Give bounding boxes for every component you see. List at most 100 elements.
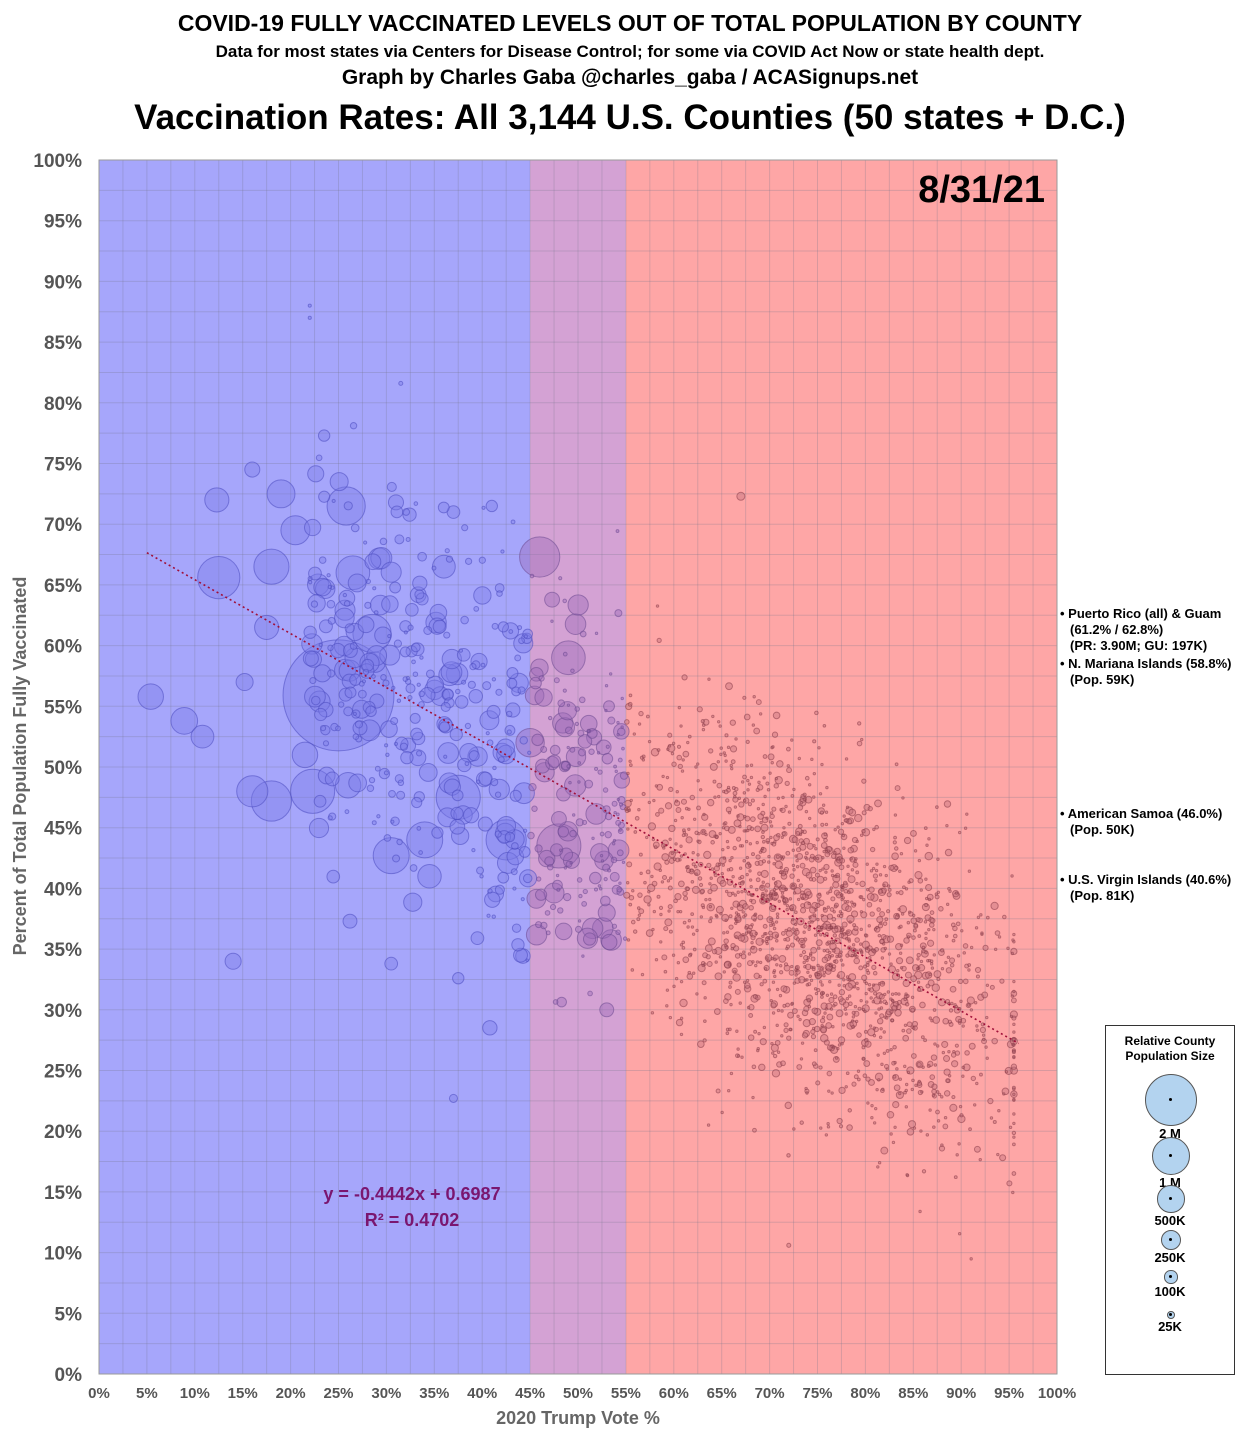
county-bubble [712, 779, 717, 784]
county-bubble [765, 882, 771, 888]
county-bubble [1011, 1190, 1015, 1195]
y-tick-label: 55% [44, 697, 82, 718]
county-bubble [794, 854, 798, 858]
county-bubble [452, 972, 465, 985]
county-bubble [605, 744, 610, 749]
county-bubble [826, 1070, 833, 1077]
county-bubble [519, 736, 528, 745]
county-bubble [668, 824, 676, 833]
county-bubble [758, 947, 762, 952]
county-bubble [656, 894, 661, 899]
county-bubble [957, 1114, 966, 1124]
county-bubble [770, 1002, 777, 1009]
county-bubble [327, 644, 334, 652]
county-bubble [876, 1053, 880, 1057]
county-bubble [997, 935, 1002, 939]
county-bubble [771, 1011, 776, 1015]
county-bubble [405, 536, 411, 542]
county-bubble [326, 599, 336, 609]
county-bubble [368, 776, 376, 784]
county-bubble [764, 931, 768, 936]
county-bubble [799, 953, 803, 958]
county-bubble [759, 982, 764, 987]
county-bubble [883, 992, 887, 997]
county-bubble [558, 576, 563, 581]
county-bubble [616, 797, 621, 802]
county-bubble [892, 1044, 897, 1050]
county-bubble [886, 892, 892, 898]
county-bubble [814, 710, 819, 716]
county-bubble [676, 744, 682, 749]
county-bubble [448, 1093, 458, 1103]
county-bubble [872, 1121, 877, 1125]
county-bubble [742, 980, 747, 984]
county-bubble [894, 785, 901, 792]
county-bubble [577, 734, 593, 749]
county-bubble [765, 956, 769, 960]
county-bubble [687, 734, 692, 739]
county-bubble [506, 729, 512, 735]
county-bubble [741, 910, 745, 914]
county-bubble [250, 780, 293, 822]
county-bubble [562, 598, 568, 604]
county-bubble [974, 926, 979, 930]
county-bubble [566, 703, 571, 707]
county-bubble [841, 896, 846, 900]
county-bubble [811, 1061, 817, 1067]
county-bubble [755, 960, 760, 964]
county-bubble [349, 642, 358, 650]
county-bubble [848, 808, 857, 817]
county-bubble [314, 707, 328, 722]
county-bubble [758, 1063, 766, 1072]
county-bubble [877, 1007, 881, 1011]
county-bubble [786, 764, 790, 768]
county-bubble [771, 1069, 781, 1078]
county-bubble [856, 1032, 862, 1038]
county-bubble [957, 978, 964, 984]
county-bubble [682, 956, 690, 964]
county-bubble [903, 836, 912, 845]
x-tick-label: 65% [707, 1385, 737, 1402]
county-bubble [736, 836, 742, 842]
county-bubble [904, 887, 909, 891]
county-bubble [967, 869, 972, 873]
county-bubble [550, 619, 554, 623]
county-bubble [951, 1060, 959, 1068]
county-bubble [556, 887, 561, 892]
county-bubble [841, 963, 845, 967]
county-bubble [815, 856, 820, 861]
county-bubble [602, 787, 609, 793]
county-bubble [701, 905, 706, 910]
county-bubble [853, 957, 861, 965]
county-bubble [969, 1008, 974, 1012]
county-bubble [775, 912, 780, 916]
county-bubble [859, 833, 864, 838]
county-bubble [621, 860, 626, 864]
county-bubble [808, 974, 812, 978]
county-bubble [137, 683, 164, 710]
county-bubble [797, 823, 803, 829]
x-tick-label: 0% [88, 1385, 110, 1402]
county-bubble [959, 999, 963, 1004]
county-bubble [710, 883, 718, 892]
county-bubble [390, 819, 395, 824]
county-bubble [821, 956, 829, 964]
county-bubble [815, 837, 820, 842]
x-tick-label: 20% [276, 1385, 306, 1402]
county-bubble [840, 1042, 844, 1046]
county-bubble [897, 992, 901, 996]
county-bubble [681, 946, 686, 950]
county-bubble [796, 878, 801, 883]
county-bubble [753, 972, 760, 980]
county-bubble [987, 1097, 994, 1105]
county-bubble [352, 711, 357, 716]
county-bubble [481, 505, 486, 510]
county-bubble [800, 903, 806, 909]
county-bubble [779, 807, 783, 812]
county-bubble [361, 679, 367, 684]
county-bubble [684, 833, 689, 837]
county-bubble [742, 829, 746, 833]
county-bubble [967, 968, 971, 972]
county-bubble [997, 1109, 1001, 1113]
county-bubble [814, 847, 818, 851]
